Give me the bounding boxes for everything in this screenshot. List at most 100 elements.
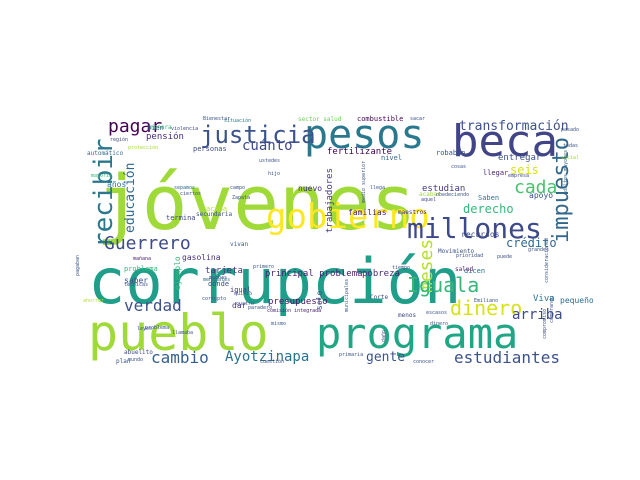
cloud-word: mismo [271,321,286,327]
cloud-word: millones [407,212,542,245]
cloud-word: Iguala [407,273,479,297]
cloud-word: ejemplo [173,256,182,290]
cloud-word: hijo [268,171,280,177]
cloud-word: quiero [234,291,252,297]
cloud-word: maestros [398,209,427,216]
cloud-word: muchas [209,275,227,281]
cloud-word: corrupción [88,245,461,318]
cloud-word: nuevo [298,184,322,193]
cloud-word: cambio [151,348,209,367]
cloud-word: mayoría [91,172,112,179]
cloud-word: apoyo [529,191,553,200]
cloud-word: cada [514,177,557,198]
cloud-word: Ayotzinapa [225,349,309,365]
cloud-word: Guerrero [104,233,191,254]
cloud-word: automático [87,150,124,157]
cloud-word: personas [193,145,227,153]
cloud-word: Movimiento [438,248,475,255]
cloud-word: consideraciones [544,238,550,283]
cloud-word: robaban [436,149,466,157]
cloud-word: pequeño [560,296,594,305]
cloud-word: leyes [137,326,152,332]
cloud-word: comisión integrada [267,307,321,314]
cloud-word: Saben [478,194,499,202]
cloud-word: principal problema [265,269,363,279]
cloud-word: trabajadores [325,168,335,233]
cloud-word: Viva [533,294,555,304]
cloud-word: familias [348,208,387,217]
cloud-word: arriba [512,307,563,323]
cloud-word: plan [116,358,131,365]
cloud-word: tiempo [392,265,410,271]
cloud-word: llegar [483,169,508,177]
cloud-word: ciertos [180,191,201,197]
cloud-word: protección [128,144,158,151]
cloud-word: verdad [124,296,182,315]
cloud-word: pueblo [88,304,269,362]
cloud-word: recursos [461,230,500,239]
cloud-word: estudiantes [454,348,560,367]
cloud-word: acabar [419,191,441,198]
cloud-word: violencia [171,126,198,132]
cloud-word: sector salud [298,116,342,123]
cloud-word: municipales [344,279,350,312]
cloud-word: vivan [230,241,248,248]
cloud-word: cuatro [236,301,254,307]
cloud-word: compromiso [542,309,548,339]
cloud-word: crédito [506,236,557,250]
cloud-word: escasos [426,310,447,316]
cloud-word: Bienestar [203,116,230,122]
cloud-word: nivel [381,154,402,162]
cloud-word: pesos [304,112,424,158]
cloud-word: solo [315,291,324,310]
cloud-word: fertilizante [327,147,392,157]
cloud-word: estudian [422,184,465,194]
cloud-word: años [107,180,126,189]
cloud-word: prioridad [456,253,483,259]
cloud-word: abuelito [124,349,153,356]
cloud-word: sacar [410,116,425,122]
cloud-word: salud [455,266,473,273]
cloud-word: termina [166,214,196,222]
cloud-word: jóvenes [96,158,416,247]
cloud-word: pagaban [75,255,81,276]
cloud-word: ustedes [259,158,280,164]
cloud-word: dicen [464,267,485,275]
cloud-word: comprando [549,296,555,323]
cloud-word: saber [124,276,148,285]
cloud-word: llamaba [172,330,193,336]
cloud-word: secundaria [196,211,233,218]
cloud-word: primero [253,264,274,270]
cloud-word: grandes [528,247,549,253]
cloud-word: llega [370,185,385,191]
cloud-word: bien [147,124,164,132]
cloud-word: problema [124,265,158,273]
cloud-word: medio superior [361,161,367,203]
cloud-word: cosas [451,164,466,170]
cloud-word: presupuesto [268,297,328,307]
cloud-word: daño [381,330,387,342]
cloud-word: pasado [561,127,579,133]
cloud-word: cuánto [242,138,293,154]
cloud-word: social [561,155,579,161]
cloud-word: aquel [421,197,436,203]
cloud-word: dinero [430,321,448,327]
cloud-word: cuestión [260,358,284,365]
cloud-word: paradero [248,305,272,311]
cloud-word: primaria [339,352,363,358]
cloud-word: gasolina [182,253,221,262]
cloud-word: impuesto [549,137,574,243]
cloud-word: derecho [463,202,514,216]
cloud-word: pobreza [362,269,400,279]
cloud-word: técnicas [124,281,148,288]
cloud-word: gente [366,350,405,365]
cloud-word: combustible [357,115,403,123]
cloud-word: obedeciendo [436,192,469,198]
cloud-word: todas [563,143,578,149]
cloud-word: programa [316,309,518,358]
cloud-word: mensuales [203,277,230,283]
cloud-word: adultos mayores [563,150,569,195]
cloud-word: conocer [413,359,434,365]
